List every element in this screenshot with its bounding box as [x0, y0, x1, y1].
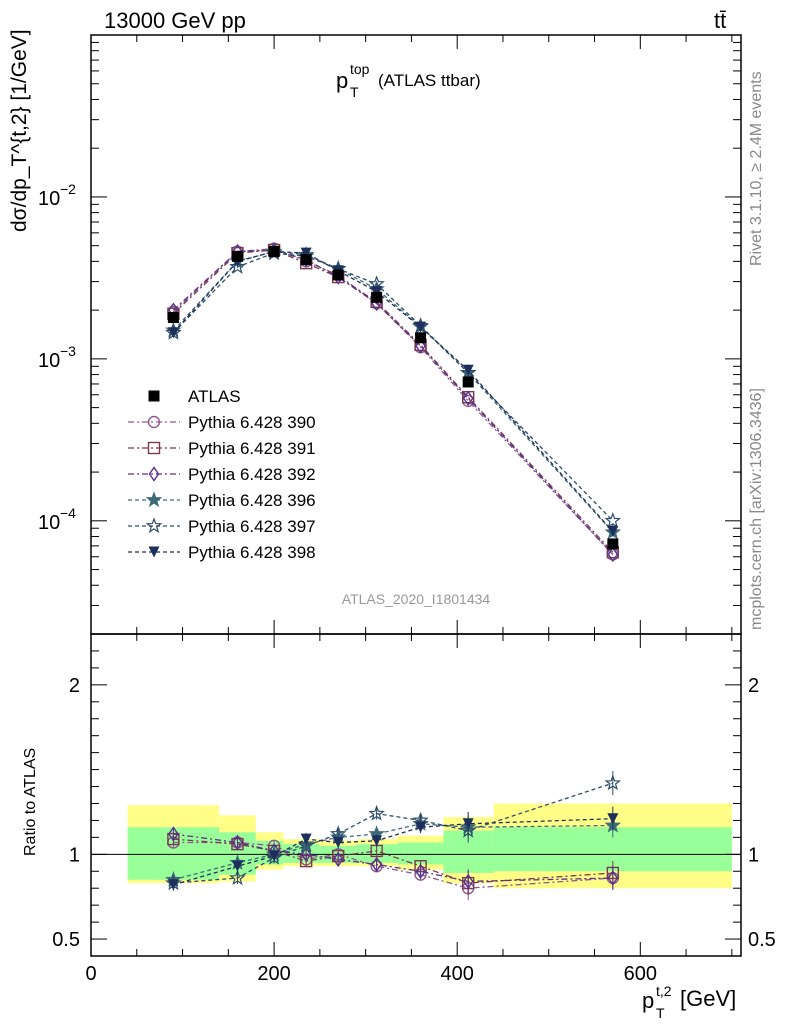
- ratio-point: [415, 821, 427, 833]
- lower-frame: [90, 633, 742, 957]
- analysis-watermark: ATLAS_2020_I1801434: [342, 591, 491, 607]
- data-point: [607, 538, 619, 550]
- series-point: [459, 364, 477, 380]
- x-tick-label: 400: [441, 963, 474, 985]
- legend-label-data: ATLAS: [188, 387, 241, 406]
- ratio-point: [604, 774, 622, 791]
- ratio-y-tick-label-right: 1: [748, 844, 759, 866]
- y-tick-label-exp: −4: [60, 505, 76, 521]
- ratio-point: [462, 818, 474, 830]
- ratio-point: [607, 870, 619, 886]
- legend-marker: [147, 441, 161, 455]
- data-point: [268, 246, 280, 258]
- data-point: [167, 312, 179, 324]
- legend-marker: [147, 415, 161, 429]
- legend-label: Pythia 6.428 392: [188, 465, 316, 484]
- ratio-y-tick-label-right: 0.5: [748, 929, 776, 951]
- series-point: [300, 247, 312, 259]
- chart-title-suffix: (ATLAS ttbar): [378, 71, 481, 90]
- series-line: [172, 249, 614, 555]
- ratio-point: [371, 856, 382, 873]
- legend-marker: [148, 546, 160, 558]
- ratio-point: [297, 837, 315, 853]
- x-axis-label-main: p: [642, 988, 654, 1013]
- legend: ATLAS Pythia 6.428 390 Pythia 6.428 391 Pyt…: [128, 387, 316, 562]
- ratio-point: [168, 826, 179, 842]
- series-point: [604, 512, 622, 528]
- ratio-point: [232, 834, 243, 851]
- chart-title-sub: T: [350, 84, 359, 100]
- series-point: [462, 364, 474, 376]
- ratio-y-tick-label-right: 2: [748, 675, 759, 697]
- ratio-point: [368, 804, 385, 821]
- legend-marker-data: [148, 390, 160, 402]
- series-point: [607, 546, 619, 563]
- ratio-point: [231, 860, 243, 872]
- ratio-plot: 0 200 400 600 0.5 0.5 1 1 2 2: [52, 633, 776, 985]
- y-tick-label-base: 10: [38, 188, 60, 210]
- ratio-point: [332, 836, 344, 848]
- legend-label: Pythia 6.428 397: [188, 517, 316, 536]
- series-point: [415, 321, 427, 333]
- ratio-line: [173, 818, 613, 886]
- data-point: [300, 254, 312, 266]
- series-point: [607, 525, 619, 537]
- y-tick-label-base: 10: [38, 350, 60, 372]
- series-point: [167, 327, 179, 339]
- legend-label: Pythia 6.428 391: [188, 439, 316, 458]
- ratio-point: [332, 851, 344, 868]
- chart-title-main: p: [336, 68, 348, 93]
- ratio-y-tick-label: 1: [69, 844, 80, 866]
- data-point: [231, 250, 243, 262]
- ratio-point: [268, 850, 280, 862]
- y-tick-label-exp: −2: [60, 181, 76, 197]
- x-tick-label: 200: [257, 963, 290, 985]
- y-tick-label-base: 10: [38, 512, 60, 534]
- x-axis-label-sub: T: [656, 1005, 665, 1021]
- series-line: [172, 250, 614, 532]
- ratio-y-tick-label: 0.5: [52, 929, 80, 951]
- x-tick-label: 600: [624, 963, 657, 985]
- legend-label: Pythia 6.428 398: [188, 543, 316, 562]
- data-point: [332, 269, 344, 281]
- ratio-line: [173, 782, 614, 884]
- ratio-line: [173, 833, 613, 883]
- series-point: [415, 338, 426, 354]
- y-tick-label-exp: −3: [60, 343, 76, 359]
- ratio-point: [607, 813, 619, 825]
- x-axis-label-unit: [GeV]: [680, 986, 736, 1011]
- data-point: [415, 332, 427, 344]
- data-point: [371, 291, 383, 303]
- legend-marker: [145, 517, 163, 534]
- legend-marker: [145, 491, 163, 508]
- series-point: [462, 390, 474, 407]
- legend-label: Pythia 6.428 396: [188, 491, 316, 510]
- legend-marker: [148, 466, 160, 482]
- ratio-point: [415, 863, 426, 879]
- ratio-band-inner: [397, 842, 444, 865]
- ratio-point: [300, 846, 312, 863]
- upper-plot: 10−210−310−4: [38, 34, 742, 635]
- x-axis-label-sup: t,2: [656, 983, 672, 999]
- ratio-point: [167, 879, 179, 891]
- series-point: [229, 258, 246, 274]
- series-point: [371, 286, 383, 298]
- ratio-y-tick-label: 2: [69, 675, 80, 697]
- process-label: tt̄: [714, 8, 727, 33]
- energy-label: 13000 GeV pp: [104, 8, 246, 33]
- legend-label: Pythia 6.428 390: [188, 413, 316, 432]
- ratio-point: [462, 873, 474, 890]
- chart-title-sup: top: [350, 61, 370, 77]
- ratio-point: [229, 869, 246, 886]
- ratio-point: [300, 833, 312, 845]
- data-point: [462, 376, 474, 388]
- ratio-point: [371, 835, 383, 847]
- x-tick-label: 0: [85, 963, 96, 985]
- series-line: [172, 249, 614, 553]
